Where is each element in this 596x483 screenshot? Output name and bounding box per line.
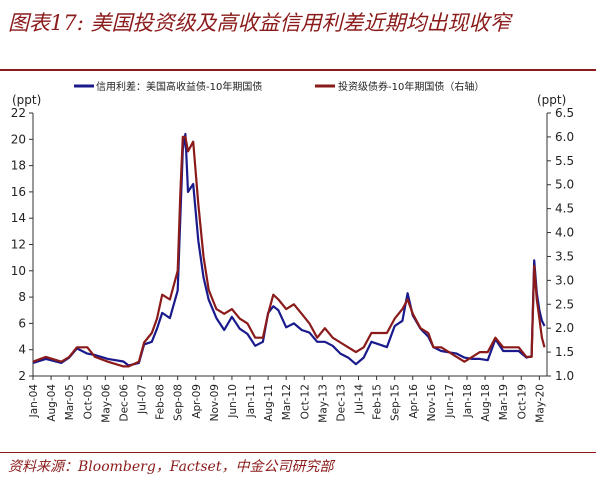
left-axis-tick-label: 2 (18, 369, 26, 383)
left-axis-tick-label: 8 (18, 290, 26, 304)
x-axis-tick-label: Aug-04 (46, 384, 58, 422)
x-axis-tick-label: Sep-15 (390, 384, 402, 421)
x-axis-tick-label: Aug-18 (480, 384, 492, 422)
x-axis-tick-label: Feb-08 (155, 384, 167, 420)
right-axis-tick-label: 1.0 (555, 369, 574, 383)
x-axis-tick-label: Apr-09 (191, 384, 203, 419)
x-axis-tick-label: Apr-16 (408, 384, 420, 419)
right-axis-tick-label: 4.5 (555, 202, 574, 216)
left-axis-tick-label: 12 (11, 238, 26, 252)
x-axis-tick-label: Dec-13 (335, 384, 347, 421)
series-line-hy (32, 132, 546, 367)
right-axis-tick-label: 2.0 (555, 321, 574, 335)
left-axis-tick-label: 16 (11, 185, 26, 199)
x-axis-tick-label: Dec-06 (118, 384, 130, 422)
right-axis-tick-label: 2.5 (555, 297, 574, 311)
x-axis-tick-label: May-20 (534, 384, 546, 423)
source-note: 资料来源：Bloomberg，Factset，中金公司研究部 (8, 459, 334, 475)
x-axis-tick-label: May-13 (317, 384, 329, 423)
x-axis-tick-label: Nov-09 (209, 384, 221, 421)
left-axis-tick-label: 10 (11, 264, 26, 278)
left-axis-unit: (ppt) (12, 93, 41, 107)
right-axis-unit: (ppt) (537, 93, 566, 107)
x-axis-tick-label: Jan-04 (28, 384, 40, 419)
right-axis-tick-label: 6.5 (555, 106, 574, 120)
legend-label: 投资级债券-10年期国债（右轴） (338, 80, 484, 93)
x-axis-tick-label: Sep-08 (173, 384, 185, 421)
right-axis-tick-label: 3.5 (555, 249, 574, 263)
right-axis-tick-label: 3.0 (555, 273, 574, 287)
left-axis-tick-label: 18 (11, 159, 26, 173)
chart-title: 图表17: 美国投资级及高收益信用利差近期均出现收窄 (8, 11, 511, 35)
x-axis-tick-label: Mar-19 (498, 384, 510, 420)
right-axis-tick-label: 5.5 (555, 154, 574, 168)
x-axis-tick-label: Nov-16 (426, 384, 438, 422)
left-axis-tick-label: 20 (11, 132, 26, 146)
series-line-ig (32, 135, 546, 368)
right-axis-tick-label: 4.0 (555, 226, 574, 240)
left-axis-tick-label: 6 (18, 316, 26, 330)
x-axis-tick-label: Feb-15 (372, 384, 384, 420)
x-axis-tick-label: Oct-19 (516, 384, 528, 419)
x-axis-tick-label: Jul-07 (137, 384, 149, 415)
source-rule (0, 452, 596, 453)
title-rule (0, 69, 596, 71)
legend-label: 信用利差：美国高收益债-10年期国债 (96, 80, 262, 93)
x-axis-tick-label: Jun-17 (444, 384, 456, 419)
x-axis-tick-label: Jan-11 (245, 384, 257, 418)
x-axis-tick-label: Aug-11 (263, 384, 275, 422)
x-axis-tick-label: Mar-05 (64, 384, 76, 420)
x-axis-tick-label: May-06 (100, 384, 112, 423)
x-axis-tick-label: Mar-12 (281, 384, 293, 420)
right-axis-tick-label: 5.0 (555, 178, 574, 192)
right-axis-tick-label: 6.0 (555, 130, 574, 144)
x-axis-tick-label: Oct-05 (82, 384, 94, 419)
left-axis-tick-label: 14 (11, 211, 26, 225)
x-axis-tick-label: Jul-14 (354, 384, 366, 415)
x-axis-tick-label: Jan-18 (462, 384, 474, 418)
left-axis-tick-label: 4 (18, 343, 26, 357)
right-axis-tick-label: 1.5 (555, 345, 574, 359)
left-axis-tick-label: 22 (11, 106, 26, 120)
x-axis-tick-label: Oct-12 (299, 384, 311, 419)
x-axis-tick-label: Jun-10 (227, 384, 239, 419)
